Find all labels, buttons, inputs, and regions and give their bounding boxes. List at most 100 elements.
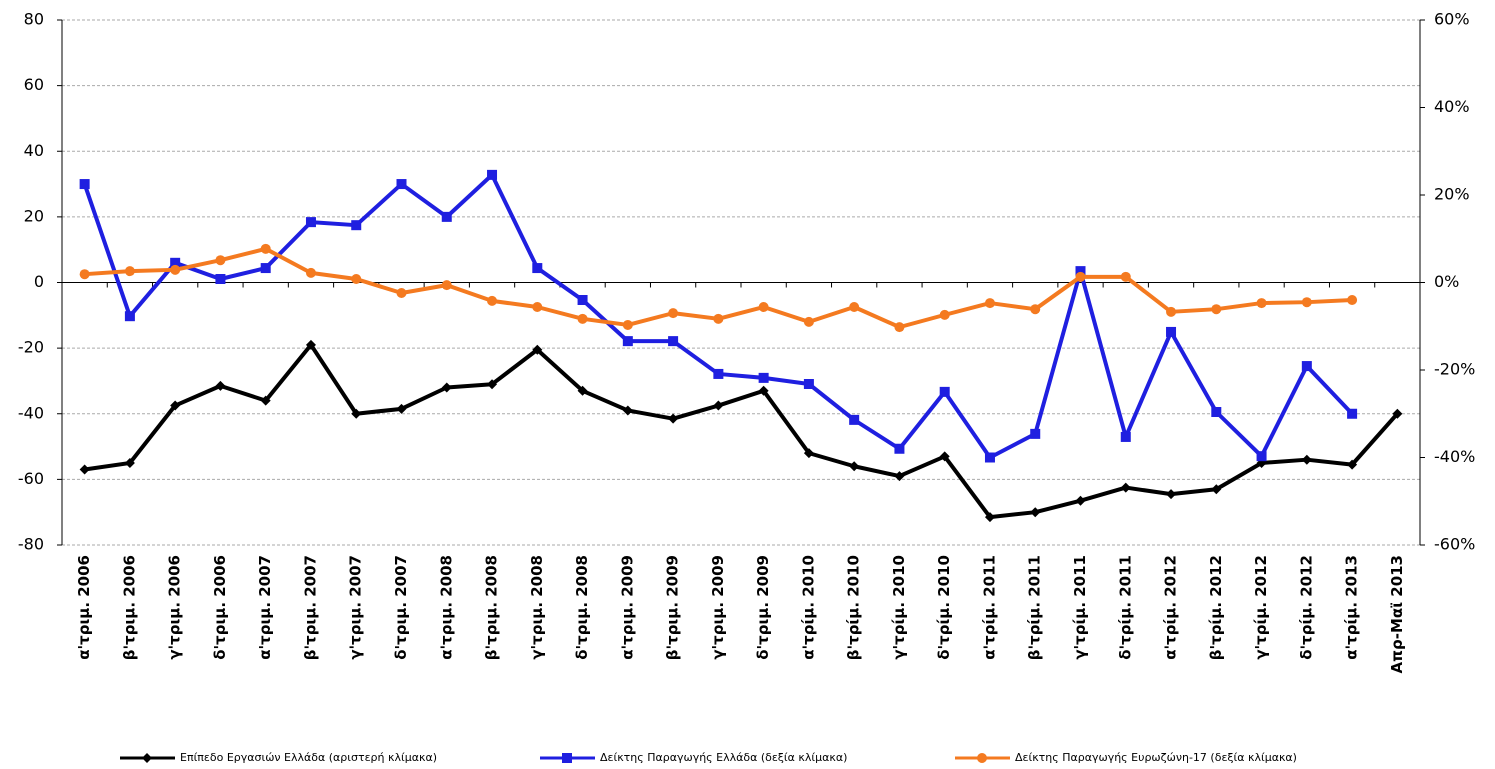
data-point (668, 413, 679, 424)
x-tick-label: γ'τρίμ. 2010 (890, 555, 908, 660)
y-tick-label: -60 (18, 469, 44, 488)
data-point (577, 295, 588, 305)
data-point (1347, 295, 1358, 305)
data-point (487, 295, 498, 306)
data-point (1166, 326, 1177, 337)
data-point (984, 512, 995, 523)
y-tick-label: 80 (24, 10, 44, 29)
data-point (532, 263, 543, 274)
data-point (170, 257, 181, 268)
x-tick-label: β'τρίμ. 2010 (845, 555, 863, 660)
data-point (1256, 298, 1267, 309)
y2-tick-label: -20% (1434, 360, 1475, 379)
data-point (1211, 304, 1222, 315)
x-tick-label: β'τριμ. 2008 (483, 555, 501, 660)
y2-tick-label: 20% (1434, 185, 1470, 204)
x-tick-label: β'τρίμ. 2012 (1207, 555, 1225, 660)
data-point (351, 274, 362, 284)
data-point (894, 322, 905, 333)
data-point (939, 386, 950, 397)
data-point (79, 179, 90, 190)
y2-tick-label: -60% (1434, 535, 1475, 554)
data-point (668, 336, 679, 347)
data-point (713, 368, 724, 379)
data-point (260, 263, 271, 274)
y-tick-label: 0 (34, 272, 44, 291)
data-point (577, 385, 588, 396)
x-tick-label: α'τρίμ. 2010 (799, 555, 817, 660)
x-tick-label: β'τριμ. 2009 (664, 555, 682, 660)
x-tick-label: δ'τριμ. 2006 (211, 555, 229, 660)
data-point (1030, 507, 1041, 518)
data-point (260, 395, 271, 406)
data-point (1075, 495, 1086, 506)
x-tick-label: δ'τριμ. 2009 (754, 555, 772, 660)
y-tick-label: 60 (24, 75, 44, 94)
x-tick-label: δ'τρίμ. 2011 (1116, 555, 1134, 660)
legend-label: Δείκτης Παραγωγής Ευρωζώνη-17 (δεξία κλί… (1015, 751, 1297, 764)
data-point (894, 471, 905, 482)
data-point (1301, 297, 1312, 308)
data-point (803, 448, 814, 459)
data-point (758, 385, 769, 396)
data-point (1211, 407, 1222, 417)
y2-tick-label: -40% (1434, 447, 1475, 466)
data-point (803, 316, 814, 327)
legend-item: Δείκτης Παραγωγής Ευρωζώνη-17 (δεξία κλί… (955, 751, 1297, 764)
y-tick-label: 20 (24, 206, 44, 225)
y2-tick-label: 60% (1434, 10, 1470, 29)
data-point (984, 298, 995, 309)
x-tick-label: α'τρίμ. 2013 (1343, 555, 1361, 660)
data-point (984, 452, 995, 463)
data-point (124, 457, 135, 468)
data-point (396, 179, 407, 190)
data-point (532, 344, 543, 355)
x-tick-label: α'τρίμ. 2012 (1162, 555, 1180, 660)
data-point (1301, 454, 1312, 465)
data-point (1120, 482, 1131, 493)
data-point (1030, 428, 1041, 439)
x-tick-label: β'τρίμ. 2011 (1026, 555, 1044, 660)
data-point (1120, 271, 1131, 282)
data-point (1075, 271, 1086, 282)
data-point (1166, 489, 1177, 500)
data-point (849, 414, 860, 425)
x-tick-label: α'τριμ. 2008 (437, 555, 455, 660)
data-point (532, 302, 543, 312)
data-point (1211, 484, 1222, 495)
y2-tick-label: 40% (1434, 97, 1470, 116)
data-point (1256, 451, 1267, 462)
data-point (441, 382, 452, 393)
data-point (1347, 459, 1358, 470)
legend-marker (562, 753, 572, 763)
x-tick-label: α'τριμ. 2006 (75, 555, 93, 660)
data-point (939, 451, 950, 462)
data-point (305, 217, 316, 228)
data-point (622, 336, 633, 347)
y-tick-label: -20 (18, 338, 44, 357)
x-tick-label: γ'τρίμ. 2011 (1071, 555, 1089, 660)
y-tick-label: -40 (18, 403, 44, 422)
series-line (84, 342, 1399, 520)
legend-marker (977, 753, 987, 763)
legend-marker (142, 753, 152, 763)
data-point (758, 372, 769, 383)
x-tick-label: γ'τριμ. 2009 (709, 555, 727, 660)
data-point (260, 243, 271, 254)
data-point (351, 408, 362, 419)
data-point (305, 339, 316, 350)
legend-label: Δείκτης Παραγωγής Ελλάδα (δεξία κλίμακα) (600, 751, 847, 764)
data-point (1120, 431, 1131, 442)
legend-label: Επίπεδο Εργασιών Ελλάδα (αριστερή κλίμακ… (180, 751, 437, 764)
data-point (396, 403, 407, 414)
data-point (487, 379, 498, 390)
legend-item: Επίπεδο Εργασιών Ελλάδα (αριστερή κλίμακ… (120, 751, 437, 764)
data-point (1030, 304, 1041, 315)
data-point (1347, 408, 1358, 419)
legend-item: Δείκτης Παραγωγής Ελλάδα (δεξία κλίμακα) (540, 751, 847, 764)
x-tick-label: γ'τρίμ. 2012 (1252, 555, 1270, 660)
data-point (124, 311, 135, 322)
data-point (1301, 361, 1312, 372)
data-point (939, 309, 950, 320)
data-point (1392, 408, 1403, 419)
